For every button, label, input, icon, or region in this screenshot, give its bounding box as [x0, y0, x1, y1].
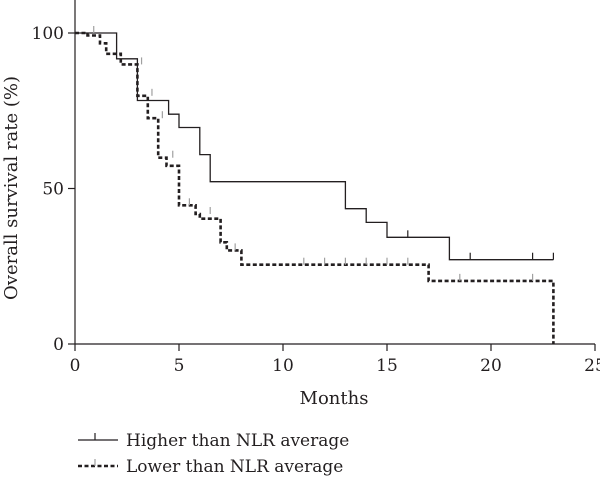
series-higher-nlr	[75, 32, 555, 261]
series-line	[75, 31, 555, 344]
legend: Higher than NLR average Lower than NLR av…	[78, 431, 349, 477]
series-line	[75, 32, 554, 261]
y-axis-label: Overall survival rate (%)	[1, 76, 22, 300]
x-tick-label: 10	[272, 356, 294, 376]
series-layer	[75, 26, 555, 344]
legend-label: Higher than NLR average	[126, 431, 349, 451]
y-tick-label: 100	[32, 24, 64, 44]
y-tick-label: 0	[53, 335, 64, 355]
y-tick-label: 50	[42, 180, 64, 200]
x-tick-label: 5	[174, 356, 185, 376]
legend-label: Lower than NLR average	[126, 457, 343, 477]
x-tick-label: 15	[376, 356, 398, 376]
x-ticks: 0 5 10 15 20 25	[70, 344, 600, 376]
plot-area: 0 5 10 15 20 25 0 50 100	[32, 0, 600, 376]
series-lower-nlr	[75, 26, 555, 344]
x-axis-label: Months	[300, 388, 369, 409]
legend-item: Lower than NLR average	[78, 457, 343, 477]
legend-item: Higher than NLR average	[78, 431, 349, 451]
x-tick-label: 0	[70, 356, 81, 376]
x-tick-label: 25	[584, 356, 600, 376]
y-ticks: 0 50 100	[32, 24, 75, 355]
x-tick-label: 20	[480, 356, 502, 376]
